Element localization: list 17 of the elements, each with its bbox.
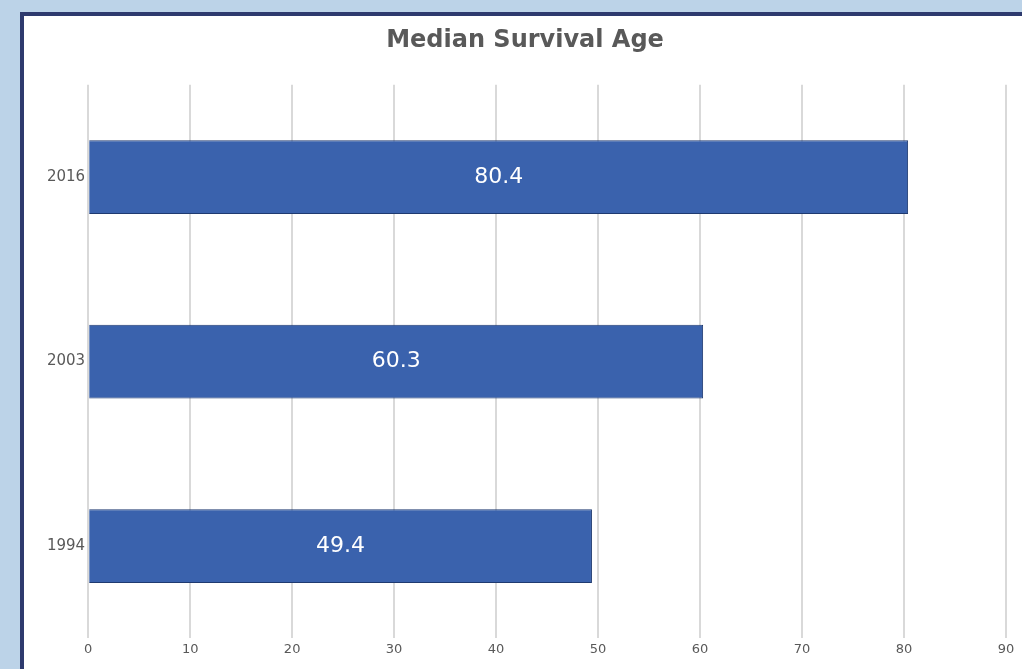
x-tick-label: 30 [385, 640, 403, 656]
chart-title: Median Survival Age [386, 24, 664, 53]
x-tick-label: 80 [895, 640, 913, 656]
x-tick-label: 0 [84, 640, 93, 656]
data-label: 49.4 [316, 531, 366, 557]
x-tick-label: 40 [487, 640, 505, 656]
data-label: 80.4 [474, 162, 524, 188]
x-tick-label: 60 [691, 640, 709, 656]
y-tick-label: 1994 [46, 536, 86, 555]
x-tick-label: 70 [793, 640, 811, 656]
x-tick-label: 20 [283, 640, 301, 656]
data-label: 60.3 [371, 347, 421, 373]
y-tick-label: 2003 [46, 351, 86, 370]
x-tick-label: 90 [997, 640, 1015, 656]
y-tick-label: 2016 [46, 166, 86, 185]
x-tick-label: 50 [589, 640, 607, 656]
x-tick-label: 10 [181, 640, 199, 656]
